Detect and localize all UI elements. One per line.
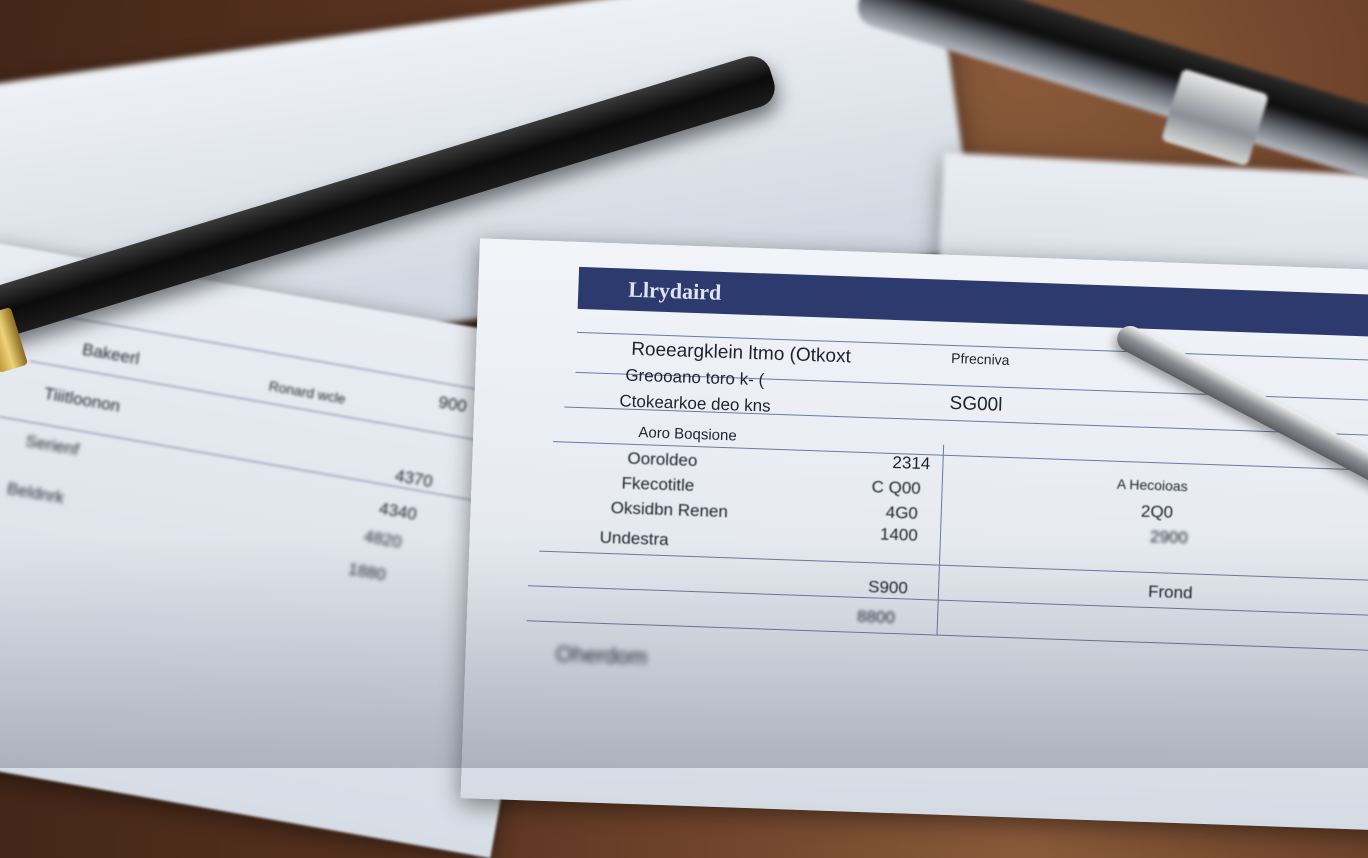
row-label: Oksidbn Renen <box>610 498 729 522</box>
row-value: S900 <box>867 577 909 598</box>
row-value: 2314 <box>892 452 931 474</box>
right-value: 2900 <box>1149 526 1189 548</box>
right-value: A Hecoioas <box>1116 475 1188 495</box>
row-value: 1400 <box>879 524 919 545</box>
row-label: Undestra <box>599 527 669 550</box>
row-label: Greooano toro k- ( <box>625 365 765 390</box>
right-value: Frond <box>1147 581 1193 603</box>
right-value: 2Q0 <box>1140 501 1174 522</box>
left-value: 1880 <box>346 559 388 585</box>
main-document: Llrydaird Roeeargklein ltmo (Otkoxt Greo… <box>460 238 1368 832</box>
right-value: Pfrecniva <box>950 349 1010 368</box>
left-value: 4370 <box>393 465 435 492</box>
row-label: Ooroldeo <box>627 448 698 471</box>
left-row: Tiiitloonon <box>42 383 122 416</box>
left-row: Serienf <box>24 431 81 460</box>
left-value: 4820 <box>362 526 404 552</box>
left-row: Beldnrk <box>5 478 66 508</box>
left-value: 900 <box>437 392 469 417</box>
row-value: 4G0 <box>885 502 919 523</box>
document-header-bar: Llrydaird <box>577 266 1368 339</box>
row-value: 8800 <box>856 606 896 628</box>
row-label: Roeeargklein ltmo (Otkoxt <box>630 338 852 368</box>
row-label: Ctokearkoe deo kns <box>619 391 771 416</box>
row-value: C Q00 <box>871 477 922 498</box>
left-row: Bakeerl <box>80 339 141 369</box>
row-label: Fkecotitle <box>621 473 695 496</box>
left-value: 4340 <box>377 498 419 524</box>
row-label: Oherdom <box>555 641 648 670</box>
row-label: Aoro Boqsione <box>638 424 738 445</box>
right-value: SG00l <box>949 392 1003 416</box>
left-row: Ronard wcle <box>267 377 348 407</box>
document-title: Llrydaird <box>627 276 722 305</box>
